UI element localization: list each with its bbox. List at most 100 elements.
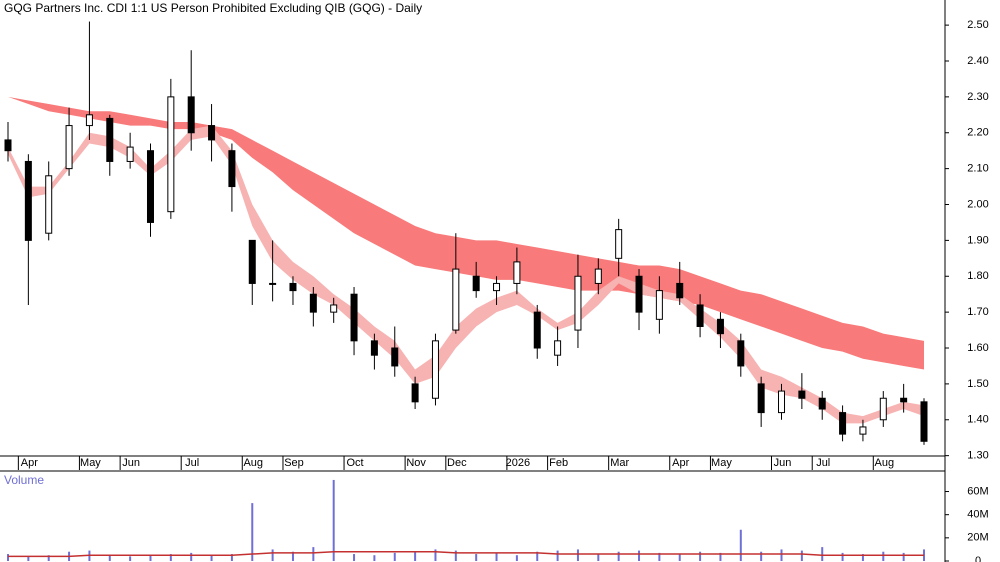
volume-bar bbox=[312, 547, 315, 561]
x-tick-label: Aug bbox=[874, 457, 894, 469]
y-tick-label: 2.30 bbox=[967, 91, 988, 103]
x-tick-label: Mar bbox=[610, 457, 629, 469]
candle-body bbox=[431, 340, 439, 399]
x-tick-label: Jul bbox=[185, 457, 199, 469]
volume-bar bbox=[190, 552, 193, 561]
candle-body bbox=[411, 383, 419, 403]
volume-bar bbox=[291, 551, 294, 561]
candle-body bbox=[4, 139, 12, 152]
x-tick-label: Apr bbox=[21, 457, 38, 469]
volume-bar bbox=[658, 552, 661, 561]
volume-bar bbox=[7, 554, 9, 561]
volume-bar bbox=[699, 551, 702, 561]
volume-bar bbox=[902, 552, 905, 561]
candle-body bbox=[594, 268, 602, 284]
volume-bar bbox=[434, 549, 437, 561]
volume-bar bbox=[47, 555, 50, 561]
x-tick-label: May bbox=[711, 457, 732, 469]
x-tick-label: Oct bbox=[346, 457, 363, 469]
volume-bar bbox=[821, 547, 824, 561]
candle-body bbox=[391, 347, 399, 367]
volume-bar bbox=[149, 555, 152, 561]
candle-body bbox=[269, 282, 277, 285]
y-tick-label: 1.50 bbox=[967, 378, 988, 390]
volume-bar bbox=[129, 556, 132, 561]
volume-bar bbox=[678, 554, 681, 561]
candle-body bbox=[615, 229, 623, 259]
candle-body bbox=[839, 412, 847, 435]
y-tick-label: 40M bbox=[967, 509, 988, 521]
candle-body bbox=[635, 275, 643, 313]
candle-body bbox=[146, 150, 154, 223]
volume-bar bbox=[454, 550, 457, 561]
y-tick-label: 2.50 bbox=[967, 19, 988, 31]
volume-bar bbox=[495, 552, 498, 561]
candle-body bbox=[248, 239, 256, 284]
candle-body bbox=[920, 401, 928, 442]
candle-body bbox=[737, 340, 745, 367]
y-tick-label: 1.80 bbox=[967, 270, 988, 282]
candle-body bbox=[900, 397, 908, 403]
band bbox=[8, 96, 924, 370]
x-tick-label: 2026 bbox=[506, 457, 530, 469]
volume-average bbox=[8, 550, 924, 558]
y-tick-label: 1.60 bbox=[967, 342, 988, 354]
x-tick-label: Dec bbox=[447, 457, 467, 469]
candle-body bbox=[859, 426, 867, 435]
x-tick-label: May bbox=[80, 457, 101, 469]
x-tick-label: Feb bbox=[549, 457, 568, 469]
volume-bar bbox=[739, 529, 742, 561]
y-tick-label: 1.30 bbox=[967, 450, 988, 462]
candle-body bbox=[757, 383, 765, 414]
volume-bar bbox=[638, 550, 641, 561]
candle-body bbox=[106, 117, 114, 162]
candle-body bbox=[676, 282, 684, 299]
candle-body bbox=[513, 261, 521, 284]
volume-bar bbox=[597, 554, 600, 561]
candle-body bbox=[167, 96, 175, 213]
candle-body bbox=[696, 304, 704, 327]
candle-body bbox=[228, 150, 236, 188]
y-tick-label: 1.40 bbox=[967, 414, 988, 426]
candle-body bbox=[493, 282, 501, 292]
x-tick-label: Nov bbox=[406, 457, 426, 469]
volume-bar bbox=[251, 503, 254, 561]
y-tick-label: 2.00 bbox=[967, 198, 988, 210]
volume-bar bbox=[393, 552, 396, 561]
candle-body bbox=[187, 96, 195, 134]
volume-bar bbox=[780, 549, 783, 561]
candle-body bbox=[452, 268, 460, 331]
volume-bar bbox=[719, 552, 722, 561]
volume-bar bbox=[230, 554, 233, 561]
x-tick-label: Jun bbox=[122, 457, 140, 469]
volume-bar bbox=[210, 555, 213, 561]
volume-bar bbox=[576, 549, 579, 561]
candle-body bbox=[45, 175, 53, 234]
y-tick-label: 2.20 bbox=[967, 127, 988, 139]
x-tick-label: Aug bbox=[243, 457, 263, 469]
volume-title: Volume bbox=[4, 473, 44, 487]
volume-bar bbox=[414, 551, 417, 561]
candle-body bbox=[208, 125, 216, 141]
candle-body bbox=[85, 114, 93, 127]
candle-body bbox=[716, 318, 724, 335]
volume-bar bbox=[760, 551, 763, 561]
candle-body bbox=[574, 275, 582, 331]
volume-bar bbox=[169, 554, 172, 561]
candle-body bbox=[289, 282, 297, 292]
volume-bar bbox=[108, 555, 111, 561]
y-tick-label: 2.40 bbox=[967, 55, 988, 67]
candle-body bbox=[330, 304, 338, 313]
volume-bar bbox=[861, 554, 864, 561]
y-tick-label: 1.70 bbox=[967, 306, 988, 318]
volume-bar bbox=[353, 554, 356, 561]
volume-bar bbox=[882, 551, 885, 561]
candle-body bbox=[533, 311, 541, 349]
y-tick-label: 20M bbox=[967, 532, 988, 544]
y-tick-label: 60M bbox=[967, 485, 988, 497]
volume-bar bbox=[556, 550, 559, 561]
volume-bar bbox=[841, 552, 844, 561]
